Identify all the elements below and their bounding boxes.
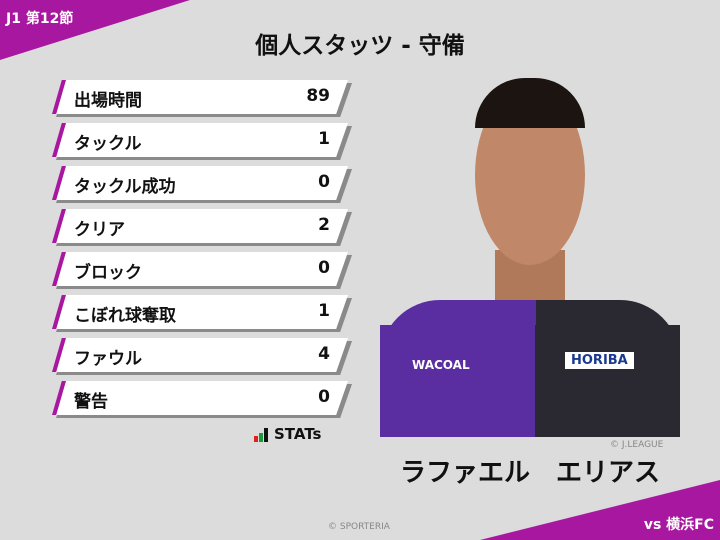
stat-row: 警告 0: [52, 381, 352, 418]
sponsor-wacoal: WACOAL: [412, 358, 470, 372]
stat-row: ブロック 0: [52, 252, 352, 289]
stat-label: タックル: [74, 134, 142, 154]
player-photo: WACOAL HORIBA: [380, 70, 680, 437]
stat-value: 2: [318, 215, 330, 235]
stat-value: 4: [318, 344, 330, 364]
photo-credit: © J.LEAGUE: [610, 440, 664, 450]
stat-label: クリア: [74, 220, 125, 240]
stat-value: 89: [306, 86, 330, 106]
stat-label: 警告: [74, 392, 108, 412]
stat-label: ブロック: [74, 263, 142, 283]
stat-value: 0: [318, 387, 330, 407]
sponsor-horiba: HORIBA: [565, 352, 634, 369]
opponent-label: vs 横浜FC: [643, 517, 714, 533]
page-title: 個人スタッツ - 守備: [255, 33, 465, 59]
stat-row: クリア 2: [52, 209, 352, 246]
stat-row: タックル 1: [52, 123, 352, 160]
stat-value: 1: [318, 301, 330, 321]
stat-label: ファウル: [74, 349, 142, 369]
bar-chart-icon: [254, 428, 268, 442]
stat-row: ファウル 4: [52, 338, 352, 375]
stat-label: こぼれ球奪取: [74, 306, 176, 326]
round-label: J1 第12節: [6, 11, 74, 27]
stat-row: タックル成功 0: [52, 166, 352, 203]
player-name: ラファエル エリアス: [399, 458, 660, 488]
stats-logo: STATs: [254, 427, 321, 442]
stat-row: 出場時間 89: [52, 80, 352, 117]
stat-value: 1: [318, 129, 330, 149]
stat-label: タックル成功: [74, 177, 176, 197]
stat-value: 0: [318, 258, 330, 278]
stat-row: こぼれ球奪取 1: [52, 295, 352, 332]
stat-value: 0: [318, 172, 330, 192]
stat-label: 出場時間: [74, 91, 142, 111]
footer-credit: © SPORTERIA: [328, 522, 390, 532]
